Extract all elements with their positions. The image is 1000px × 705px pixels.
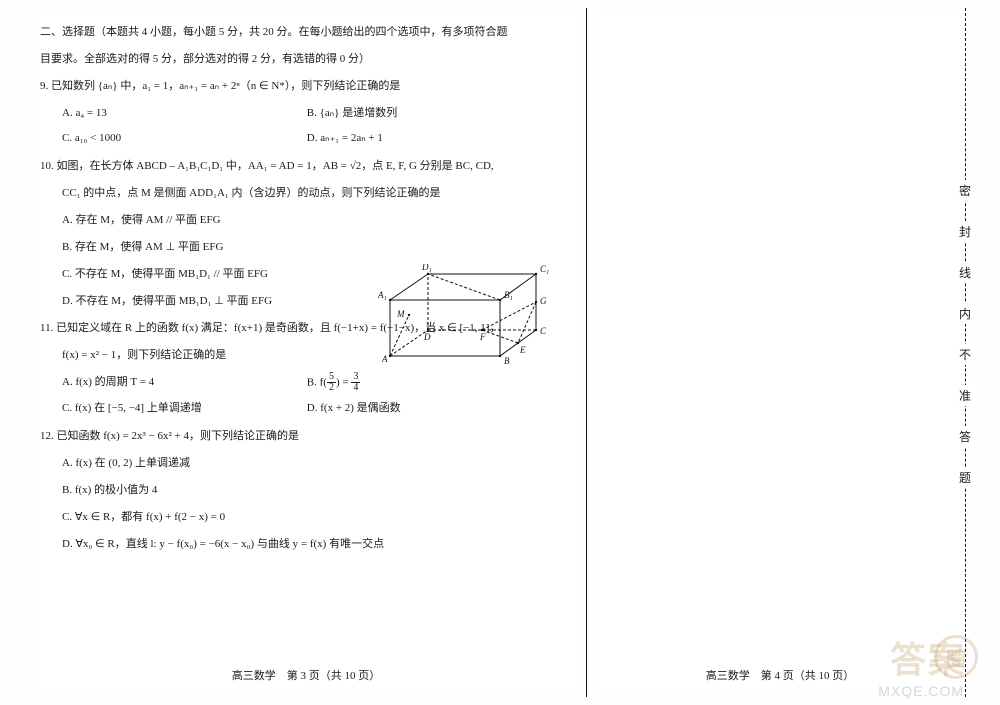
q9-B: B. {aₙ} 是递增数列 <box>307 103 552 124</box>
seal-char-5: 不 <box>950 344 980 365</box>
q9-A: A. a₄ = 13 <box>62 103 307 124</box>
svg-text:D: D <box>423 332 431 342</box>
q11-B: B. f(52) = 34 <box>307 372 552 394</box>
seal-char-2: 封 <box>950 221 980 242</box>
q11-C: C. f(x) 在 [−5, −4] 上单调递增 <box>62 398 307 419</box>
section-heading-line2: 目要求。全部选对的得 5 分，部分选对的得 2 分，有选错的得 0 分） <box>40 49 572 70</box>
svg-text:E: E <box>519 345 526 355</box>
svg-text:G: G <box>540 296 547 306</box>
svg-text:C₁: C₁ <box>540 264 549 274</box>
q11-B-pre: B. f( <box>307 376 327 388</box>
seal-char-1: 密 <box>950 180 980 201</box>
q12-stem: 12. 已知函数 f(x) = 2x³ − 6x² + 4，则下列结论正确的是 <box>40 426 572 447</box>
footer-right: 高三数学 第 4 页（共 10 页） <box>600 667 960 683</box>
exam-sheet: 二、选择题（本题共 4 小题，每小题 5 分，共 20 分。在每小题给出的四个选… <box>0 0 1000 705</box>
section-heading-line1: 二、选择题（本题共 4 小题，每小题 5 分，共 20 分。在每小题给出的四个选… <box>40 22 572 43</box>
q10-diagram: A B C D A₁ B₁ C₁ D₁ E F G M <box>378 264 558 369</box>
footer-left: 高三数学 第 3 页（共 10 页） <box>36 667 576 683</box>
q10-stem-line1: 10. 如图，在长方体 ABCD – A₁B₁C₁D₁ 中，AA₁ = AD =… <box>40 156 572 177</box>
q12-B: B. f(x) 的极小值为 4 <box>40 480 572 501</box>
svg-text:B₁: B₁ <box>504 290 513 300</box>
svg-text:F: F <box>479 332 486 342</box>
q11-B-frac2: 34 <box>351 372 360 394</box>
svg-text:A₁: A₁ <box>378 290 387 300</box>
svg-text:C: C <box>540 326 547 336</box>
page-left: 二、选择题（本题共 4 小题，每小题 5 分，共 20 分。在每小题给出的四个选… <box>36 16 576 689</box>
q9-D: D. aₙ₊₁ = 2aₙ + 1 <box>307 128 552 149</box>
page-right: 高三数学 第 4 页（共 10 页） <box>600 16 960 689</box>
seal-char-4: 内 <box>950 303 980 324</box>
svg-text:D₁: D₁ <box>421 264 432 272</box>
seal-char-8: 题 <box>950 467 980 488</box>
q11-options-row1: A. f(x) 的周期 T = 4 B. f(52) = 34 C. f(x) … <box>40 372 572 423</box>
q10-stem-line2: CC₁ 的中点，点 M 是侧面 ADD₁A₁ 内（含边界）的动点，则下列结论正确… <box>40 183 572 204</box>
q12-C: C. ∀x ∈ R，都有 f(x) + f(2 − x) = 0 <box>40 507 572 528</box>
svg-text:A: A <box>381 354 388 364</box>
q9-stem: 9. 已知数列 {aₙ} 中，a₁ = 1，aₙ₊₁ = aₙ + 2ⁿ（n ∈… <box>40 76 572 97</box>
q10-A: A. 存在 M，使得 AM // 平面 EFG <box>40 210 572 231</box>
seal-strip: 密 封 线 内 不 准 答 题 <box>950 0 980 705</box>
q11-A: A. f(x) 的周期 T = 4 <box>62 372 307 394</box>
q11-B-frac1: 52 <box>327 372 336 394</box>
seal-char-3: 线 <box>950 262 980 283</box>
page-divider <box>586 8 587 697</box>
seal-chars: 密 封 线 内 不 准 答 题 <box>950 160 980 508</box>
q9-options: A. a₄ = 13 B. {aₙ} 是递增数列 C. a₁₀ < 1000 D… <box>40 103 572 153</box>
seal-char-6: 准 <box>950 385 980 406</box>
q12-D: D. ∀x₀ ∈ R，直线 l: y − f(x₀) = −6(x − x₀) … <box>40 534 572 555</box>
q10-B: B. 存在 M，使得 AM ⊥ 平面 EFG <box>40 237 572 258</box>
seal-char-7: 答 <box>950 426 980 447</box>
svg-text:B: B <box>504 356 510 366</box>
q11-D: D. f(x + 2) 是偶函数 <box>307 398 552 419</box>
q11-B-mid: ) = <box>336 376 351 388</box>
q9-C: C. a₁₀ < 1000 <box>62 128 307 149</box>
svg-text:M: M <box>396 309 405 319</box>
q12-A: A. f(x) 在 (0, 2) 上单调递减 <box>40 453 572 474</box>
